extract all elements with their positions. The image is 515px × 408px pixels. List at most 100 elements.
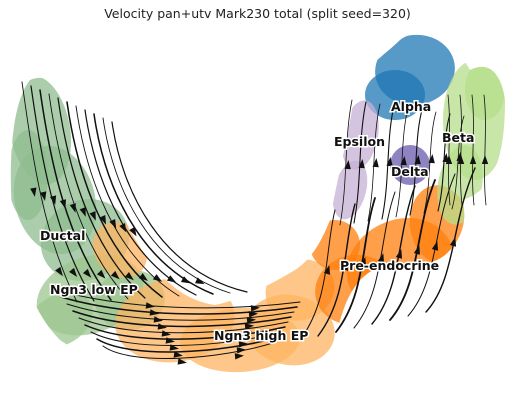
velocity-arrowhead	[69, 267, 78, 277]
velocity-arrowhead	[358, 159, 365, 169]
velocity-arrowhead	[246, 317, 256, 324]
velocity-arrowhead	[69, 203, 76, 213]
velocity-arrowhead	[55, 266, 63, 277]
velocity-arrowhead	[177, 358, 187, 365]
velocity-streamline	[72, 310, 292, 328]
velocity-streamline	[471, 94, 475, 206]
velocity-arrowhead	[195, 277, 205, 285]
velocity-arrowhead	[152, 274, 163, 282]
velocity-streamline	[317, 203, 356, 337]
velocity-arrowhead	[449, 237, 457, 247]
velocity-arrowhead	[96, 269, 106, 279]
velocity-streamline	[111, 121, 248, 293]
velocity-arrowhead	[431, 241, 439, 251]
velocity-arrowhead	[395, 249, 403, 259]
velocity-arrowhead	[124, 271, 134, 281]
velocity-arrowhead	[428, 154, 435, 164]
velocity-arrowhead	[244, 323, 254, 330]
velocity-arrowhead	[165, 337, 175, 344]
velocity-streamline	[367, 103, 381, 222]
velocity-arrowhead	[49, 195, 57, 205]
cluster-region-delta	[390, 145, 430, 185]
velocity-arrowhead	[138, 273, 148, 282]
velocity-streamline	[395, 107, 409, 218]
velocity-streamline	[102, 341, 277, 359]
velocity-arrowhead	[30, 187, 37, 197]
velocity-arrowhead	[386, 157, 393, 167]
velocity-arrowhead	[161, 330, 171, 337]
velocity-arrowhead	[40, 191, 47, 201]
cluster-label-ngn3-low-ep: Ngn3 low EP	[50, 282, 138, 297]
velocity-arrowhead	[129, 226, 137, 237]
velocity-streamline	[54, 289, 301, 309]
velocity-streamline	[381, 105, 395, 220]
velocity-arrowhead	[445, 155, 453, 164]
chart-title: Velocity pan+utv Mark230 total (split se…	[104, 6, 411, 21]
velocity-streamline	[90, 331, 283, 347]
velocity-streamline	[447, 94, 451, 206]
velocity-arrowhead	[166, 275, 177, 283]
velocity-streamline	[21, 81, 78, 303]
velocity-arrowhead	[153, 316, 163, 323]
cluster-label-alpha: Alpha	[391, 99, 431, 114]
velocity-arrowhead	[119, 222, 127, 233]
velocity-streamline	[407, 173, 456, 317]
cluster-label-beta: Beta	[442, 130, 474, 145]
velocity-streamline	[353, 191, 396, 329]
velocity-streamline	[425, 167, 476, 313]
velocity-arrowhead	[180, 276, 191, 284]
velocity-arrowhead	[234, 353, 244, 360]
velocity-streamline	[78, 317, 289, 334]
velocity-arrowhead	[173, 351, 183, 358]
cell-density-blob	[365, 70, 425, 120]
velocity-arrowhead	[372, 158, 379, 168]
velocity-arrowhead	[169, 344, 179, 351]
velocity-arrowhead	[250, 305, 260, 312]
velocity-arrowhead	[248, 311, 258, 318]
cluster-label-delta: Delta	[391, 164, 429, 179]
velocity-arrowhead	[413, 245, 421, 255]
velocity-streamline	[60, 296, 298, 315]
velocity-arrowhead	[400, 156, 407, 166]
velocity-arrowhead	[109, 219, 117, 229]
velocity-streamline	[102, 117, 231, 294]
velocity-streamline	[459, 94, 463, 206]
velocity-streamline	[299, 209, 336, 341]
cluster-label-ngn3-high-ep: Ngn3 high EP	[214, 328, 308, 343]
velocity-arrowhead	[481, 155, 489, 164]
velocity-arrowhead	[59, 199, 66, 209]
velocity-streamline	[371, 185, 416, 325]
velocity-streamline	[353, 101, 367, 224]
cluster-label-epsilon: Epsilon	[334, 134, 385, 149]
cell-density-blob	[10, 130, 48, 220]
velocity-arrowhead	[110, 270, 120, 280]
velocity-arrowhead	[145, 302, 155, 309]
velocity-arrowhead	[344, 160, 351, 170]
cell-density-blob	[341, 100, 379, 170]
velocity-arrowhead	[323, 265, 331, 275]
velocity-streamline	[335, 197, 376, 333]
velocity-streamline	[339, 99, 353, 226]
velocity-arrowhead	[469, 155, 477, 164]
cell-density-blob	[465, 60, 505, 120]
velocity-arrowhead	[157, 323, 167, 330]
cell-density-blob	[390, 145, 430, 185]
velocity-streamline	[96, 336, 280, 353]
velocity-arrowhead	[457, 155, 465, 164]
velocity-arrowhead	[79, 207, 86, 217]
velocity-streamline	[66, 303, 295, 321]
velocity-streamline	[48, 93, 129, 300]
velocity-streamline	[483, 94, 487, 206]
cluster-label-pre-endocrine: Pre-endocrine	[340, 258, 439, 273]
velocity-streamline	[389, 179, 436, 321]
velocity-arrowhead	[414, 155, 421, 165]
velocity-streamline	[39, 89, 112, 301]
velocity-arrowhead	[82, 268, 92, 278]
velocity-arrowhead	[359, 257, 367, 267]
velocity-streamline	[57, 97, 146, 299]
velocity-arrowhead	[149, 309, 159, 316]
cluster-region-alpha	[365, 34, 455, 120]
velocity-streamline	[84, 324, 286, 340]
cluster-label-ductal: Ductal	[40, 228, 85, 243]
